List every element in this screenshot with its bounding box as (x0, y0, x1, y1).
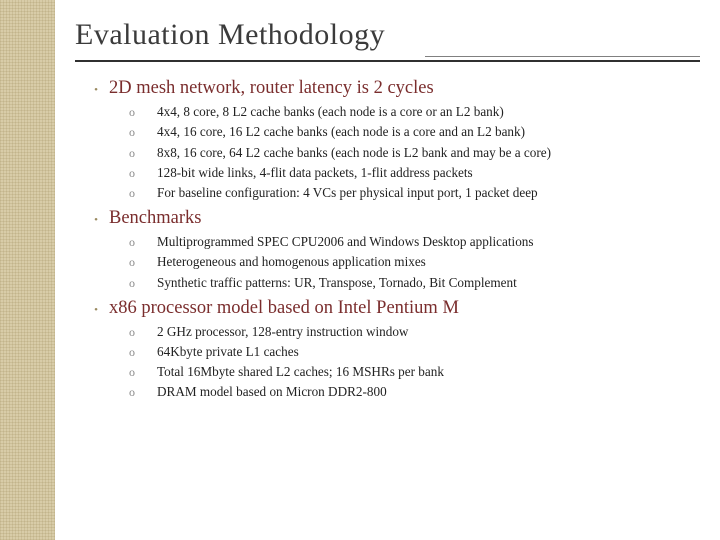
list-item-text: 64Kbyte private L1 caches (157, 343, 299, 361)
bullet-icon: • (83, 78, 109, 96)
sections-container: •2D mesh network, router latency is 2 cy… (75, 78, 700, 401)
list-item: oHeterogeneous and homogenous applicatio… (129, 253, 700, 271)
section-items: o4x4, 8 core, 8 L2 cache banks (each nod… (83, 103, 700, 202)
section: •BenchmarksoMultiprogrammed SPEC CPU2006… (75, 208, 700, 291)
section-head: •2D mesh network, router latency is 2 cy… (83, 78, 700, 99)
list-item: o4x4, 8 core, 8 L2 cache banks (each nod… (129, 103, 700, 121)
list-item-text: Multiprogrammed SPEC CPU2006 and Windows… (157, 233, 534, 251)
circle-bullet-icon: o (129, 343, 157, 360)
list-item: oTotal 16Mbyte shared L2 caches; 16 MSHR… (129, 363, 700, 381)
section: •2D mesh network, router latency is 2 cy… (75, 78, 700, 202)
list-item-text: 8x8, 16 core, 64 L2 cache banks (each no… (157, 144, 551, 162)
list-item: oSynthetic traffic patterns: UR, Transpo… (129, 274, 700, 292)
list-item-text: 128-bit wide links, 4-flit data packets,… (157, 164, 473, 182)
circle-bullet-icon: o (129, 184, 157, 201)
list-item: o8x8, 16 core, 64 L2 cache banks (each n… (129, 144, 700, 162)
section-title: x86 processor model based on Intel Penti… (109, 298, 459, 319)
list-item-text: Synthetic traffic patterns: UR, Transpos… (157, 274, 517, 292)
sidebar-texture (0, 0, 55, 540)
bullet-icon: • (83, 208, 109, 226)
list-item-text: 2 GHz processor, 128-entry instruction w… (157, 323, 408, 341)
circle-bullet-icon: o (129, 274, 157, 291)
circle-bullet-icon: o (129, 363, 157, 380)
title-region: Evaluation Methodology (75, 18, 700, 52)
list-item: oDRAM model based on Micron DDR2-800 (129, 383, 700, 401)
circle-bullet-icon: o (129, 323, 157, 340)
list-item-text: 4x4, 16 core, 16 L2 cache banks (each no… (157, 123, 525, 141)
bullet-icon: • (83, 298, 109, 316)
list-item-text: Total 16Mbyte shared L2 caches; 16 MSHRs… (157, 363, 444, 381)
list-item: oFor baseline configuration: 4 VCs per p… (129, 184, 700, 202)
section-items: o2 GHz processor, 128-entry instruction … (83, 323, 700, 402)
circle-bullet-icon: o (129, 253, 157, 270)
section-head: •Benchmarks (83, 208, 700, 229)
section: •x86 processor model based on Intel Pent… (75, 298, 700, 402)
list-item-text: DRAM model based on Micron DDR2-800 (157, 383, 387, 401)
section-head: •x86 processor model based on Intel Pent… (83, 298, 700, 319)
section-title: Benchmarks (109, 208, 201, 229)
list-item: oMultiprogrammed SPEC CPU2006 and Window… (129, 233, 700, 251)
circle-bullet-icon: o (129, 233, 157, 250)
slide-content: Evaluation Methodology •2D mesh network,… (55, 0, 720, 540)
section-title: 2D mesh network, router latency is 2 cyc… (109, 78, 434, 99)
page-title: Evaluation Methodology (75, 18, 700, 52)
list-item: o4x4, 16 core, 16 L2 cache banks (each n… (129, 123, 700, 141)
list-item-text: 4x4, 8 core, 8 L2 cache banks (each node… (157, 103, 504, 121)
circle-bullet-icon: o (129, 103, 157, 120)
list-item: o128-bit wide links, 4-flit data packets… (129, 164, 700, 182)
circle-bullet-icon: o (129, 383, 157, 400)
title-rule-thick (75, 60, 700, 62)
circle-bullet-icon: o (129, 123, 157, 140)
circle-bullet-icon: o (129, 144, 157, 161)
circle-bullet-icon: o (129, 164, 157, 181)
list-item-text: Heterogeneous and homogenous application… (157, 253, 426, 271)
list-item: o64Kbyte private L1 caches (129, 343, 700, 361)
list-item: o2 GHz processor, 128-entry instruction … (129, 323, 700, 341)
list-item-text: For baseline configuration: 4 VCs per ph… (157, 184, 538, 202)
section-items: oMultiprogrammed SPEC CPU2006 and Window… (83, 233, 700, 291)
title-rule-thin (425, 56, 700, 57)
